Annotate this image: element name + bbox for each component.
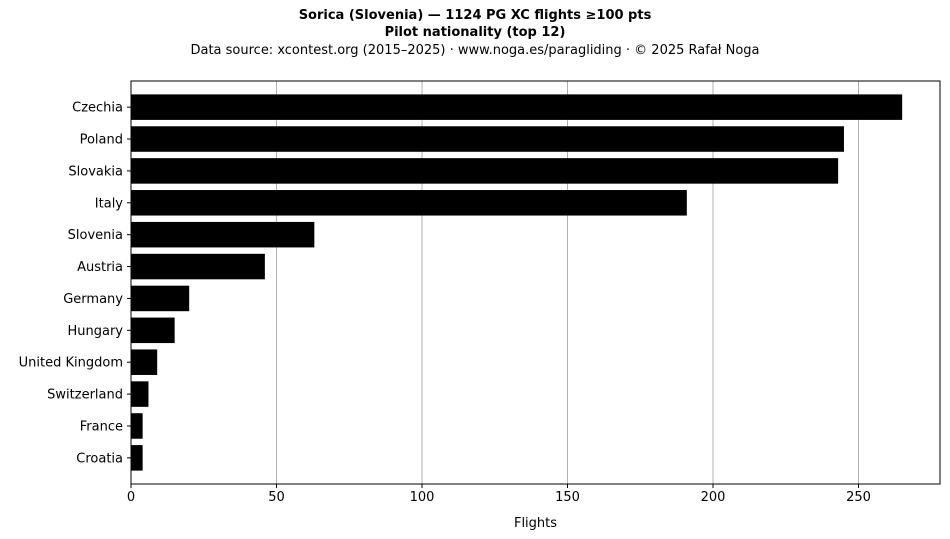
bar [131,285,190,312]
y-tick-label: Slovenia [68,228,123,243]
bar [131,190,687,216]
bars [131,94,903,471]
x-axis-ticks: 0 50 100 150 200 250 [127,484,871,505]
bar [131,445,143,471]
x-tick-label: 0 [127,490,135,505]
bar [131,158,839,184]
y-tick-label: Czechia [72,101,123,116]
y-tick-label: Italy [95,196,124,211]
x-tick-label: 250 [846,490,871,505]
bar [131,253,265,280]
bar [131,381,149,407]
y-tick-label: Slovakia [68,164,123,179]
x-tick-label: 50 [268,490,285,505]
y-tick-label: Austria [77,260,123,275]
x-axis-label: Flights [514,516,557,531]
x-tick-label: 100 [410,490,435,505]
y-tick-label: Hungary [67,324,123,339]
y-axis-ticks: Czechia Poland Slovakia Italy Slovenia Austri… [19,101,131,466]
bar [131,413,143,439]
bar [131,221,315,248]
chart-source-note: Data source: xcontest.org (2015–2025) · … [190,43,760,58]
chart-subtitle: Pilot nationality (top 12) [384,25,566,40]
y-tick-label: United Kingdom [19,356,123,371]
x-tick-label: 200 [701,490,726,505]
plot-frame [130,80,941,485]
x-tick-label: 150 [555,490,580,505]
y-tick-label: Switzerland [47,388,123,403]
bar [131,94,903,120]
y-tick-label: Poland [80,133,123,148]
bar [131,126,844,152]
bar [131,349,158,375]
bar [131,317,175,344]
chart-title: Sorica (Slovenia) — 1124 PG XC flights ≥… [298,8,652,23]
y-tick-label: France [80,419,123,434]
y-tick-label: Germany [63,292,123,307]
y-tick-label: Croatia [76,451,123,466]
